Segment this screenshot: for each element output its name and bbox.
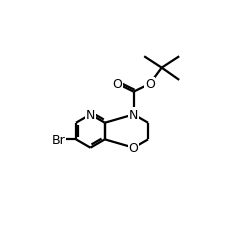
Text: O: O: [112, 78, 122, 91]
Text: N: N: [85, 108, 95, 121]
Text: Br: Br: [51, 133, 65, 146]
Text: O: O: [144, 78, 154, 91]
Text: O: O: [128, 142, 138, 155]
Text: N: N: [128, 108, 138, 121]
